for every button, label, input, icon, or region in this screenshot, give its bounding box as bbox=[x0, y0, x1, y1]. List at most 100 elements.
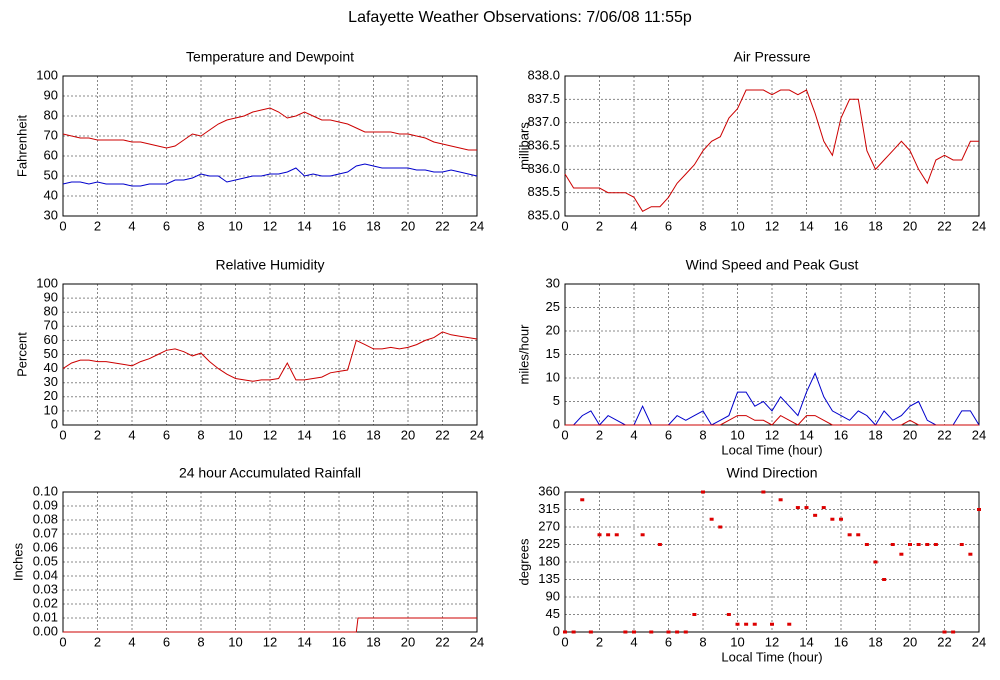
data-point bbox=[580, 498, 585, 502]
data-point bbox=[864, 543, 869, 546]
x-tick-label: 22 bbox=[435, 634, 449, 649]
data-point bbox=[882, 578, 887, 581]
x-tick-label: 2 bbox=[94, 427, 101, 442]
x-tick-label: 18 bbox=[366, 218, 380, 233]
y-tick-label: 50 bbox=[44, 167, 58, 182]
x-tick-label: 12 bbox=[765, 218, 779, 233]
y-axis-label: degrees bbox=[516, 538, 531, 585]
y-tick-label: 838.0 bbox=[527, 67, 560, 82]
data-point bbox=[640, 533, 645, 537]
x-tick-label: 18 bbox=[868, 218, 882, 233]
chart-title: Air Pressure bbox=[733, 49, 810, 65]
y-tick-label: 30 bbox=[546, 275, 560, 290]
data-point bbox=[951, 630, 956, 634]
x-tick-label: 20 bbox=[401, 634, 415, 649]
x-tick-label: 18 bbox=[868, 634, 882, 649]
data-point bbox=[597, 533, 602, 537]
data-point bbox=[916, 543, 921, 546]
data-point bbox=[830, 517, 835, 521]
data-point bbox=[813, 513, 818, 517]
x-tick-label: 20 bbox=[903, 634, 917, 649]
y-axis-label: Inches bbox=[10, 542, 25, 581]
x-tick-label: 4 bbox=[128, 218, 135, 233]
y-tick-label: 90 bbox=[44, 290, 58, 305]
x-tick-label: 6 bbox=[665, 218, 672, 233]
data-point bbox=[787, 622, 792, 626]
x-tick-label: 16 bbox=[332, 427, 346, 442]
data-point bbox=[933, 543, 938, 546]
x-tick-label: 2 bbox=[94, 634, 101, 649]
x-tick-label: 10 bbox=[730, 634, 744, 649]
chart-title: Relative Humidity bbox=[216, 257, 325, 273]
y-tick-label: 0.00 bbox=[33, 623, 58, 638]
chart-title: 24 hour Accumulated Rainfall bbox=[179, 465, 361, 481]
data-point bbox=[692, 613, 697, 616]
figure-title: Lafayette Weather Observations: 7/06/08 … bbox=[348, 9, 692, 26]
y-tick-label: 836.0 bbox=[527, 161, 560, 176]
x-tick-label: 8 bbox=[699, 634, 706, 649]
data-point bbox=[899, 552, 904, 556]
y-tick-label: 5 bbox=[553, 393, 560, 408]
x-tick-label: 16 bbox=[834, 427, 848, 442]
data-point bbox=[735, 622, 740, 626]
x-tick-label: 18 bbox=[868, 427, 882, 442]
data-point bbox=[718, 525, 723, 529]
y-tick-label: 20 bbox=[44, 388, 58, 403]
x-tick-label: 20 bbox=[401, 218, 415, 233]
data-point bbox=[675, 630, 680, 634]
x-tick-label: 8 bbox=[197, 427, 204, 442]
y-tick-label: 0.05 bbox=[33, 553, 58, 568]
x-tick-label: 14 bbox=[799, 634, 813, 649]
y-tick-label: 0.06 bbox=[33, 539, 58, 554]
data-point bbox=[709, 517, 714, 521]
data-point bbox=[873, 560, 878, 564]
data-point bbox=[839, 517, 843, 521]
data-point bbox=[623, 630, 628, 634]
x-tick-label: 24 bbox=[470, 427, 484, 442]
y-tick-label: 0.02 bbox=[33, 595, 58, 610]
y-tick-label: 270 bbox=[538, 518, 560, 533]
y-tick-label: 835.5 bbox=[527, 184, 560, 199]
data-point bbox=[666, 630, 671, 634]
y-tick-label: 100 bbox=[36, 275, 58, 290]
y-tick-label: 20 bbox=[546, 322, 560, 337]
x-tick-label: 0 bbox=[59, 218, 66, 233]
x-tick-label: 0 bbox=[59, 634, 66, 649]
plot-frame bbox=[62, 75, 478, 217]
x-tick-label: 10 bbox=[730, 218, 744, 233]
data-point bbox=[804, 506, 809, 510]
x-tick-label: 24 bbox=[972, 427, 986, 442]
data-point bbox=[942, 630, 947, 634]
x-axis-label: Local Time (hour) bbox=[721, 649, 822, 664]
x-tick-label: 4 bbox=[630, 218, 637, 233]
plot-frame bbox=[62, 283, 478, 426]
data-line bbox=[62, 331, 478, 382]
data-point bbox=[632, 630, 636, 634]
x-tick-label: 2 bbox=[596, 427, 603, 442]
chart-title: Wind Direction bbox=[726, 465, 817, 481]
y-tick-label: 0.09 bbox=[33, 497, 58, 512]
data-line bbox=[565, 414, 979, 426]
x-tick-label: 20 bbox=[903, 427, 917, 442]
data-point bbox=[925, 543, 930, 546]
x-tick-label: 2 bbox=[94, 218, 101, 233]
y-tick-label: 70 bbox=[44, 127, 58, 142]
x-tick-label: 22 bbox=[435, 427, 449, 442]
x-tick-label: 8 bbox=[197, 218, 204, 233]
x-tick-label: 14 bbox=[297, 634, 311, 649]
data-point bbox=[752, 622, 757, 626]
y-tick-label: 40 bbox=[44, 360, 58, 375]
data-point bbox=[657, 543, 662, 546]
y-tick-label: 25 bbox=[546, 299, 560, 314]
x-tick-label: 16 bbox=[834, 634, 848, 649]
x-tick-label: 4 bbox=[128, 427, 135, 442]
y-tick-label: 180 bbox=[538, 553, 560, 568]
plot-frame bbox=[564, 75, 980, 217]
y-axis-label: Fahrenheit bbox=[14, 115, 29, 178]
y-tick-label: 60 bbox=[44, 147, 58, 162]
y-tick-label: 135 bbox=[538, 571, 560, 586]
y-tick-label: 225 bbox=[538, 536, 560, 551]
x-tick-label: 6 bbox=[163, 634, 170, 649]
data-point bbox=[649, 630, 654, 634]
